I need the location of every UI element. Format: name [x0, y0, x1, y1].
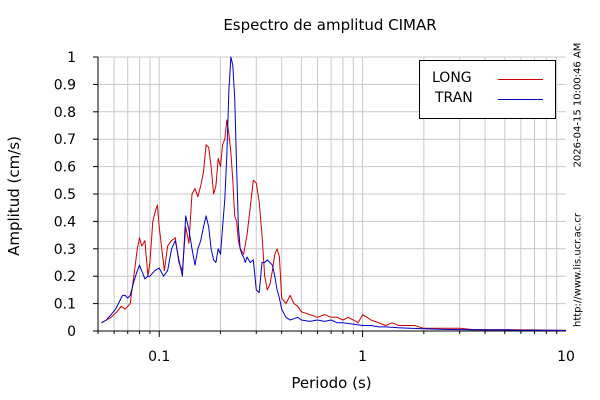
legend-entry-tran: TRAN — [420, 90, 555, 110]
y-tick-label: 0.1 — [54, 297, 76, 313]
axes — [93, 56, 566, 337]
url-annotation: http://www.lis.ucr.ac.cr — [572, 213, 584, 327]
tick-labels: 0 0.1 0.2 0.3 0.4 0.5 0.6 0.7 0.8 0.9 1 0.1 1 10 — [54, 50, 575, 365]
grid-lines — [97, 56, 566, 332]
y-tick-label: 0.9 — [54, 77, 76, 93]
y-axis-label: Amplitud (cm/s) — [5, 136, 23, 256]
x-tick-label: 1 — [358, 349, 367, 365]
timestamp-annotation: 2026-04-15 10:00:46 AM — [572, 42, 584, 168]
x-tick-label: 10 — [557, 349, 575, 365]
legend-swatch-long — [498, 79, 543, 80]
series-line-long — [101, 119, 566, 331]
chart-title: Espectro de amplitud CIMAR — [223, 16, 437, 34]
y-tick-label: 0.7 — [54, 132, 76, 148]
y-tick-label: 0 — [67, 324, 76, 340]
y-tick-label: 0.6 — [54, 160, 76, 176]
legend-entry-long: LONG — [420, 70, 555, 90]
legend: LONG TRAN — [419, 60, 556, 119]
y-tick-label: 0.8 — [54, 105, 76, 121]
x-axis-label: Periodo (s) — [291, 374, 372, 392]
series-line-tran — [101, 56, 567, 331]
y-tick-label: 0.5 — [54, 187, 76, 203]
y-tick-label: 0.2 — [54, 269, 76, 285]
legend-swatch-tran — [498, 99, 543, 100]
x-tick-label: 0.1 — [148, 349, 170, 365]
legend-label-long: LONG — [432, 70, 472, 86]
legend-label-tran: TRAN — [435, 90, 473, 106]
y-tick-label: 0.3 — [54, 242, 76, 258]
data-series — [101, 56, 567, 331]
y-tick-label: 0.4 — [54, 214, 76, 230]
y-tick-label: 1 — [67, 50, 76, 66]
